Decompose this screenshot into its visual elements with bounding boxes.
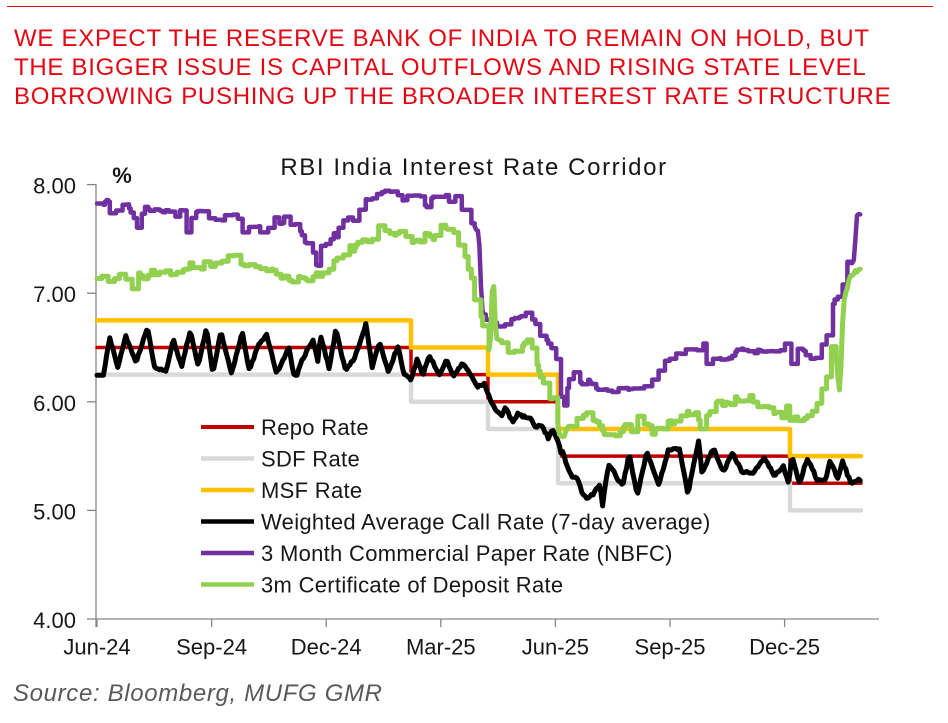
svg-text:7.00: 7.00: [33, 282, 76, 307]
svg-text:4.00: 4.00: [33, 608, 76, 633]
svg-text:6.00: 6.00: [33, 391, 76, 416]
svg-text:Weighted Average Call Rate (7-: Weighted Average Call Rate (7-day averag…: [261, 510, 711, 535]
svg-text:Jun-25: Jun-25: [522, 635, 589, 660]
svg-text:Sep-24: Sep-24: [176, 635, 247, 660]
svg-text:SDF Rate: SDF Rate: [261, 447, 360, 472]
svg-text:3m Certificate of Deposit Rate: 3m Certificate of Deposit Rate: [261, 573, 563, 598]
svg-text:RBI India Interest Rate Corrid: RBI India Interest Rate Corridor: [280, 154, 667, 181]
svg-text:3 Month Commercial Paper Rate: 3 Month Commercial Paper Rate (NBFC): [261, 541, 673, 566]
svg-text:Mar-25: Mar-25: [406, 635, 476, 660]
svg-text:%: %: [112, 163, 132, 188]
svg-text:Sep-25: Sep-25: [635, 635, 706, 660]
svg-text:Dec-25: Dec-25: [749, 635, 820, 660]
svg-text:MSF Rate: MSF Rate: [261, 478, 362, 503]
svg-text:5.00: 5.00: [33, 499, 76, 524]
svg-text:Jun-24: Jun-24: [63, 635, 130, 660]
svg-text:8.00: 8.00: [33, 174, 76, 199]
svg-text:Dec-24: Dec-24: [291, 635, 362, 660]
svg-text:Repo Rate: Repo Rate: [261, 415, 369, 440]
